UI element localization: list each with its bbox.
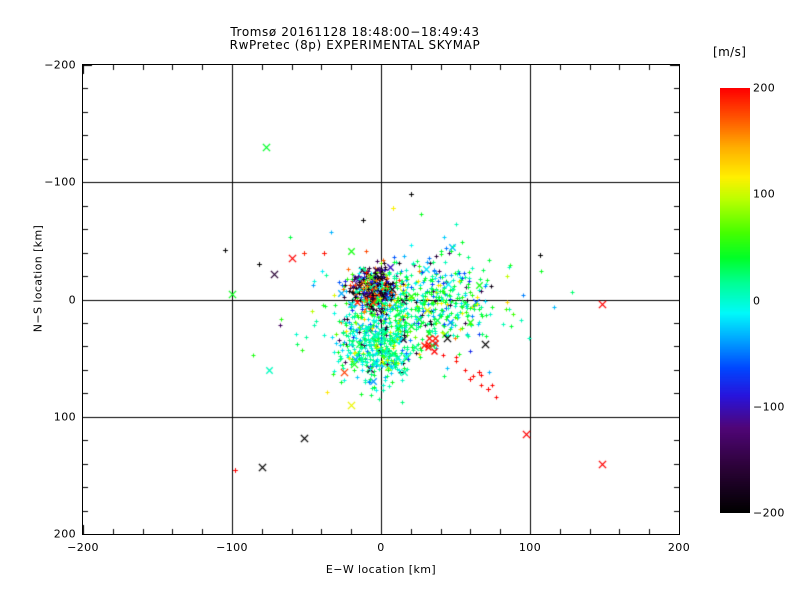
x-axis-title: E−W location [km] (325, 563, 437, 576)
y-tick-label: 0 (68, 293, 76, 306)
y-tick-label: −200 (44, 58, 76, 72)
colorbar-tick-label: −100 (753, 400, 785, 414)
colorbar: 200 100 0 −100 −200 (720, 82, 784, 520)
y-tick-label: 100 (53, 410, 76, 424)
figure-title: Tromsø 20161128 18:48:00−18:49:43 RwPret… (0, 26, 710, 52)
x-tick-label: 200 (667, 541, 691, 554)
y-tick-label: −100 (44, 175, 76, 189)
title-line-2: RwPretec (8p) EXPERIMENTAL SKYMAP (229, 38, 481, 52)
title-line-1: Tromsø 20161128 18:48:00−18:49:43 (230, 25, 480, 39)
colorbar-tick-label: −200 (753, 506, 785, 520)
y-tick-label: 200 (53, 527, 76, 541)
colorbar-title: [m/s] (713, 45, 747, 59)
x-tick-label: 0 (377, 541, 385, 554)
x-tick-label: 100 (518, 541, 542, 554)
colorbar-tick-label: 100 (753, 187, 776, 201)
x-tick-label: −200 (67, 541, 99, 554)
scatter-plot-canvas (83, 65, 679, 534)
colorbar-tick-label: 0 (753, 294, 761, 307)
colorbar-gradient (720, 88, 750, 513)
colorbar-tick-label: 200 (753, 81, 776, 95)
x-tick-label: −100 (216, 541, 248, 554)
plot-area (82, 64, 680, 535)
y-axis-title: N−S location [km] (31, 224, 45, 333)
